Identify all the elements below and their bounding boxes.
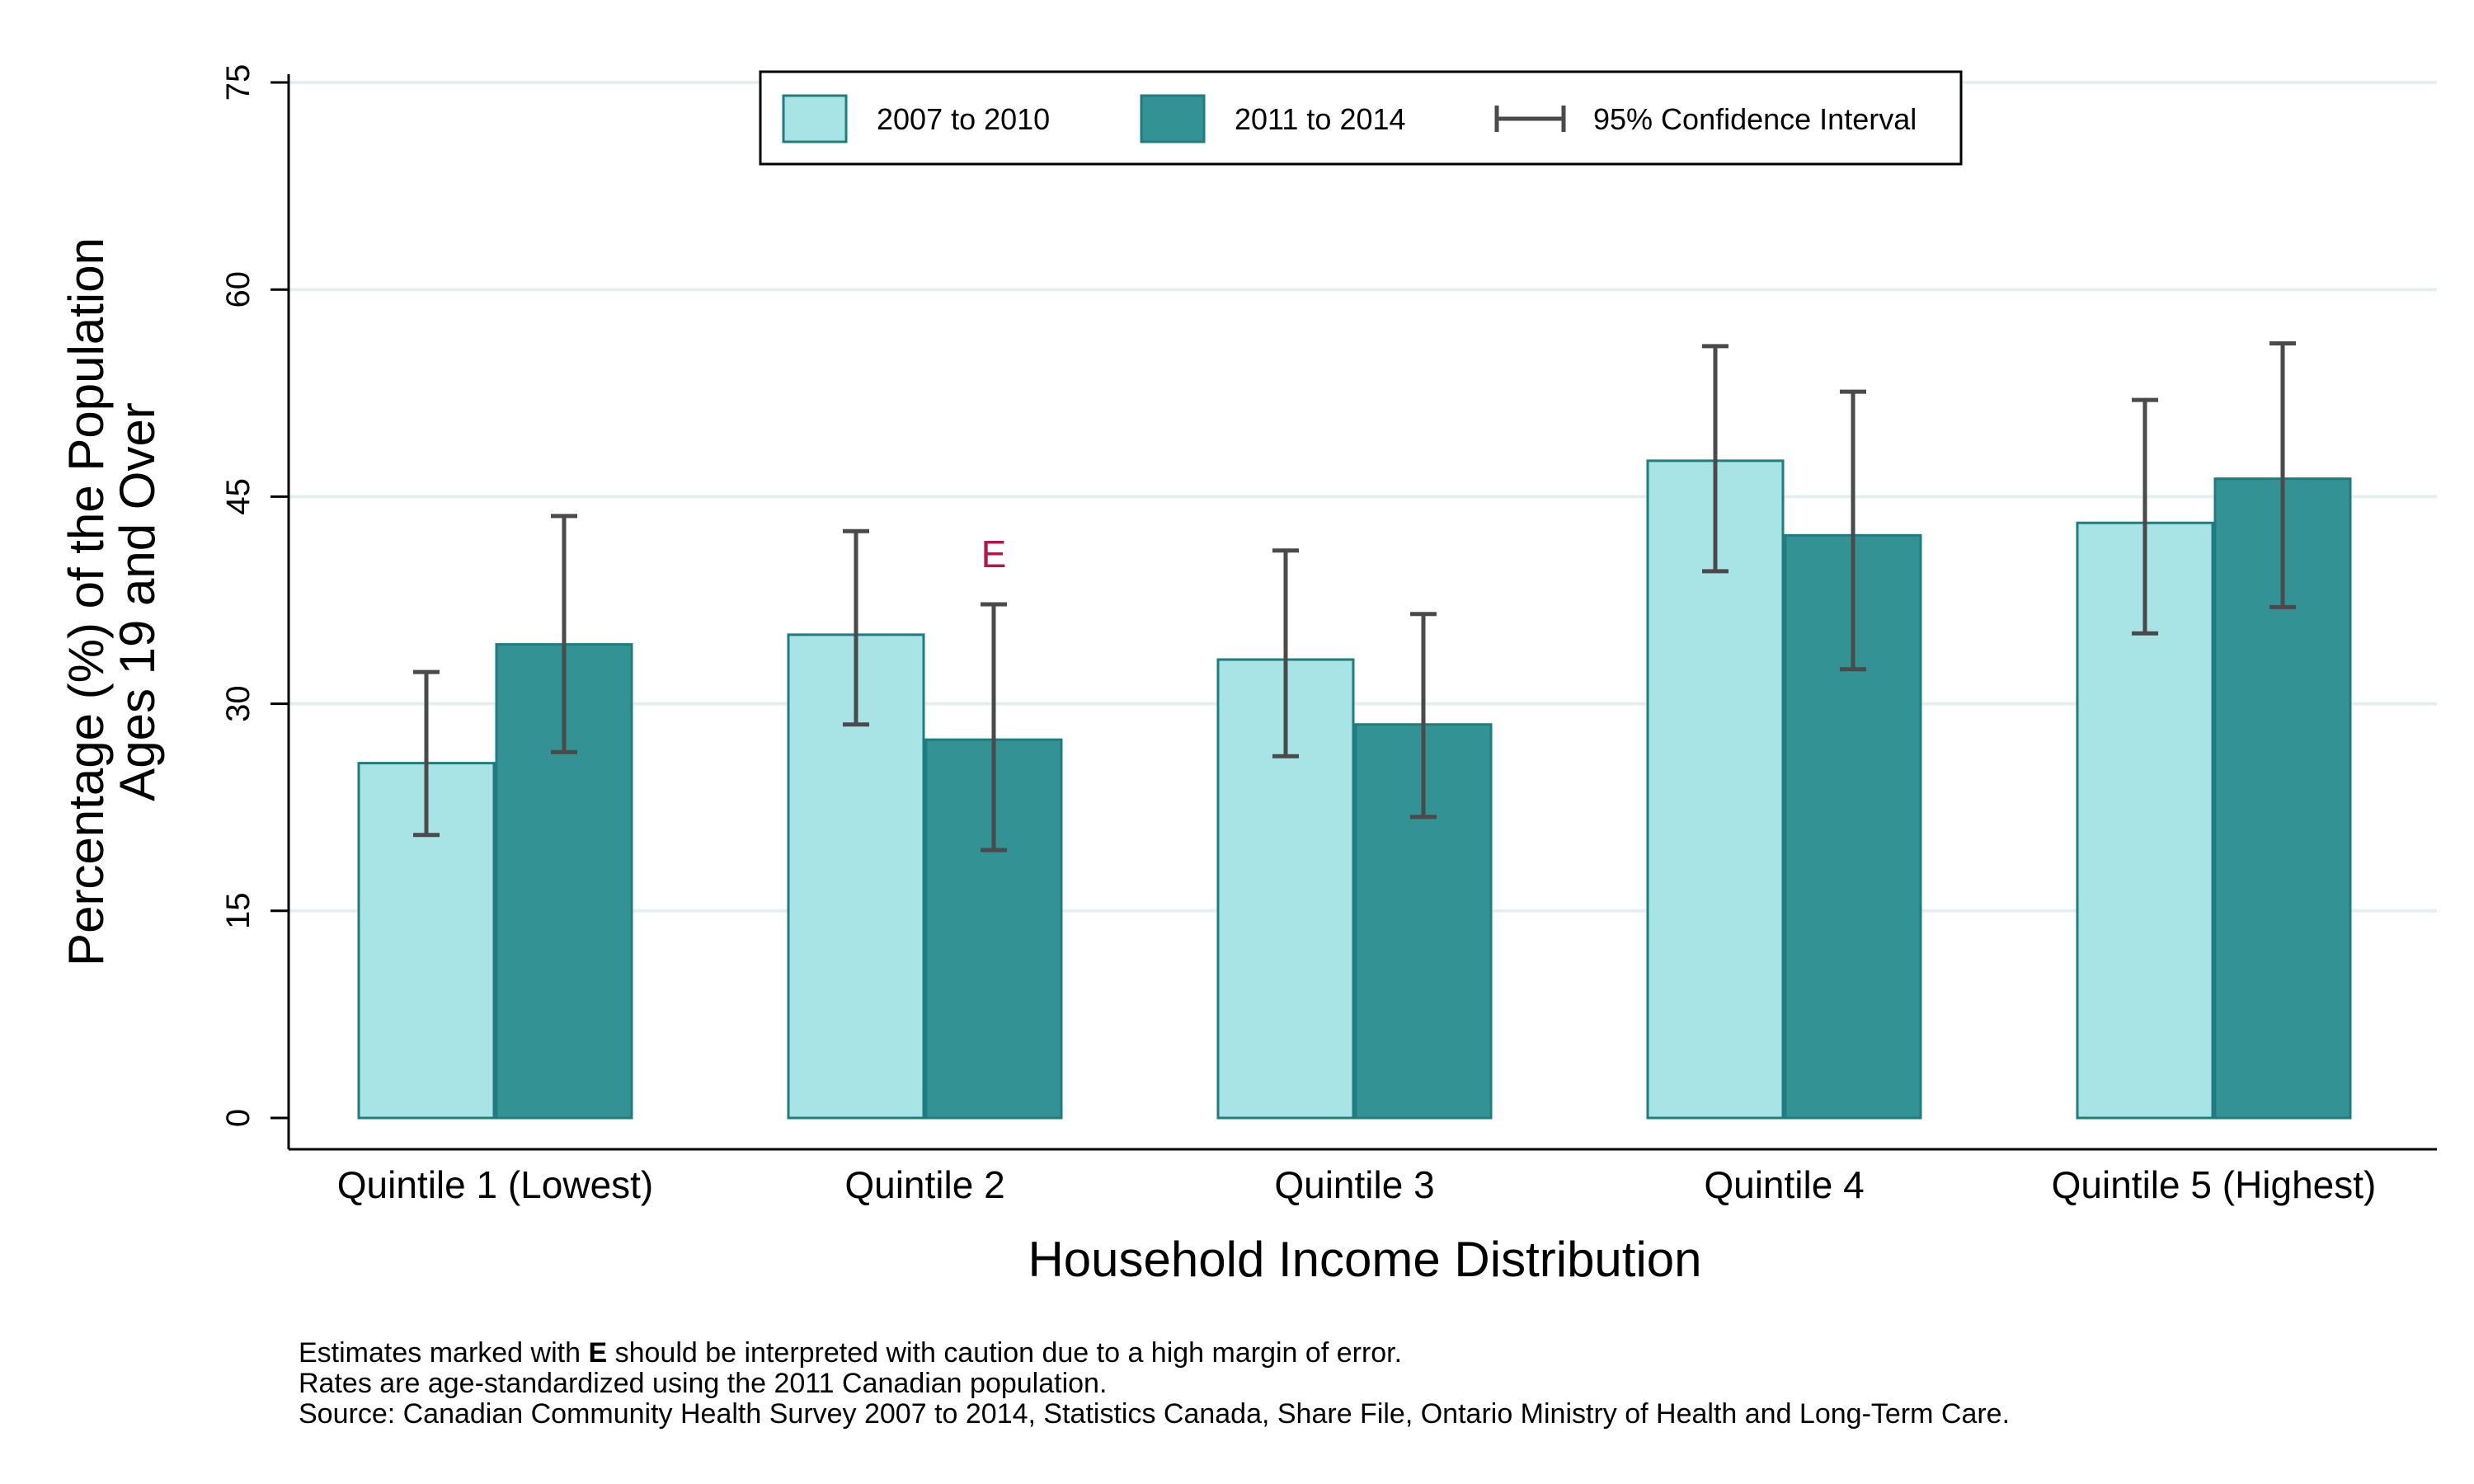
y-tick-label-60: 60 — [220, 271, 256, 308]
chart: E 01530456075 Quintile 1 (Lowest) Quintil… — [0, 0, 2474, 1484]
x-category-label-quintile-2: Quintile 2 — [844, 1163, 1004, 1206]
y-axis-title-line-1: Percentage (%) of the Population — [59, 237, 114, 966]
x-category-label-quintile-1-lowest: Quintile 1 (Lowest) — [337, 1163, 654, 1206]
footnote-3: Source: Canadian Community Health Survey… — [299, 1398, 2010, 1430]
bars — [359, 344, 2350, 1118]
y-tick-label-75: 75 — [220, 64, 256, 101]
x-axis-title: Household Income Distribution — [1028, 1232, 1701, 1287]
legend-label-2007-2010: 2007 to 2010 — [877, 102, 1050, 136]
x-category-label-quintile-4: Quintile 4 — [1704, 1163, 1864, 1206]
x-category-label-quintile-3: Quintile 3 — [1274, 1163, 1434, 1206]
legend-swatch-2011-2014 — [1141, 96, 1204, 142]
y-tick-label-15: 15 — [220, 893, 256, 930]
footnote-1-prefix: Estimates marked with — [299, 1337, 581, 1369]
footnote-1-flag: E — [588, 1337, 607, 1369]
legend-swatch-2007-2010 — [783, 96, 846, 142]
footnote-1-suffix: should be interpreted with caution due t… — [615, 1337, 1402, 1369]
legend-label-ci: 95% Confidence Interval — [1593, 102, 1917, 136]
footnotes: Estimates marked with E should be interp… — [299, 1337, 2010, 1430]
x-category-labels: Quintile 1 (Lowest) Quintile 2 Quintile 3 Q… — [337, 1163, 2377, 1206]
footnote-1: Estimates marked with E should be interp… — [299, 1337, 1402, 1369]
footnote-2: Rates are age-standardized using the 201… — [299, 1368, 1107, 1399]
y-tick-label-30: 30 — [220, 685, 256, 722]
y-axis-title-line-2: Ages 19 and Over — [110, 402, 165, 801]
y-tick-label-0: 0 — [220, 1109, 256, 1127]
estimate-flags: E — [981, 533, 1007, 575]
y-tick-label-45: 45 — [220, 478, 256, 515]
flag-2011-to-2014-quintile-2: E — [981, 533, 1007, 575]
legend-label-2011-2014: 2011 to 2014 — [1235, 102, 1406, 136]
legend: 2007 to 2010 2011 to 2014 95% Confidence… — [760, 72, 1961, 164]
y-axis-title: Percentage (%) of the Population Ages 19… — [59, 237, 165, 966]
x-category-label-quintile-5-highest: Quintile 5 (Highest) — [2052, 1163, 2377, 1206]
y-tick-labels: 0 15 30 45 60 75 — [220, 64, 256, 1127]
